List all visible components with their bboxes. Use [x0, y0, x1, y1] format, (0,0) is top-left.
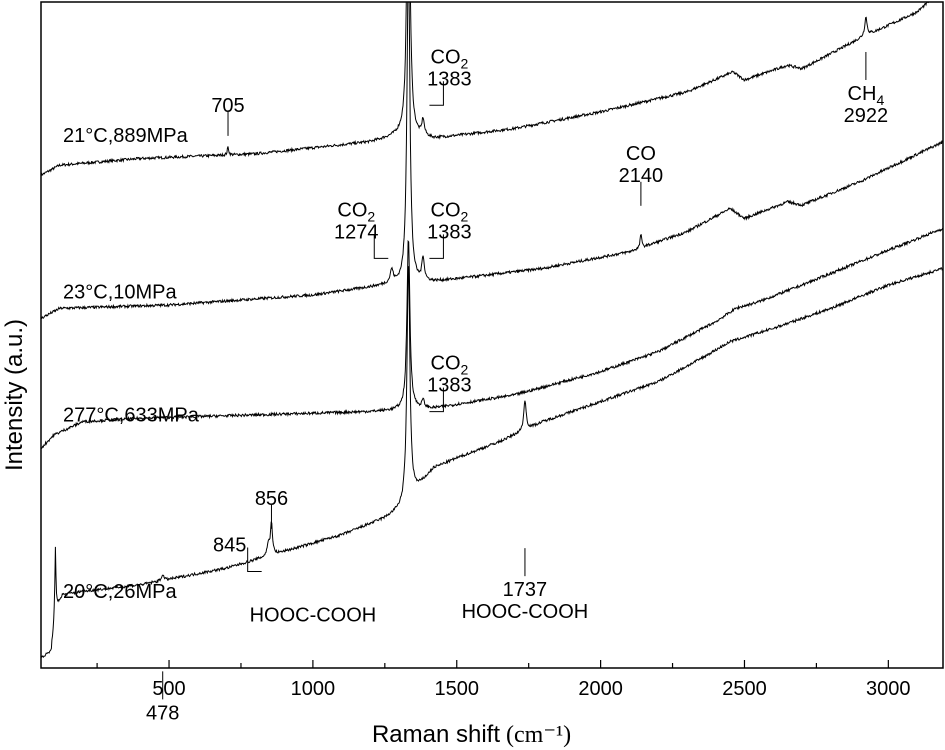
series-line-2	[41, 2, 943, 320]
ann-hooc-1-text-1: HOOC-COOH	[250, 604, 377, 626]
ann-845: 845	[213, 535, 262, 572]
series-label-4: 20°C,26MPa	[63, 581, 177, 603]
plot-frame	[40, 1, 944, 669]
series-line-3	[41, 227, 943, 450]
ann-ch4-2922-text-1: CH4	[848, 83, 885, 108]
x-tick-label-1000: 1000	[291, 678, 336, 700]
ann-705-text-1: 705	[211, 95, 244, 117]
ann-co2-1274-bracket	[373, 234, 389, 259]
ann-co2-1383-a-text-2: 1383	[427, 68, 472, 90]
ann-co2-1274-text-2: 1274	[334, 221, 379, 243]
x-axis-label: Raman shift	[372, 721, 500, 748]
ann-856-text-1: 856	[255, 488, 288, 510]
ann-1737-text-1: 1737	[503, 579, 548, 601]
ann-ch4-2922-text-2: 2922	[844, 105, 889, 127]
ann-1737-text-2: HOOC-COOH	[462, 601, 589, 623]
x-tick-label-500: 500	[152, 678, 185, 700]
ann-705: 705	[211, 95, 245, 136]
ann-845-text-1: 845	[213, 535, 246, 557]
ann-co2-1383-c-text-2: 1383	[427, 375, 472, 397]
series-label-3: 277°C,633MPa	[63, 405, 200, 427]
ann-856: 856	[255, 488, 288, 529]
ann-co2-1383-b-bracket	[429, 234, 444, 259]
ann-co-2140-text-2: 2140	[619, 165, 664, 187]
x-tick-label-1500: 1500	[435, 678, 480, 700]
axes-layer: 500 1000 1500 2000 2500 3000	[40, 1, 944, 700]
x-tick-label-2500: 2500	[722, 678, 767, 700]
x-axis-unit: (cm⁻¹)	[506, 722, 571, 748]
series-line-1	[41, 2, 931, 177]
ann-co2-1383-a-bracket	[429, 81, 444, 106]
ann-478: 478	[146, 671, 179, 724]
series-label-2: 23°C,10MPa	[63, 281, 177, 303]
ann-845-bracket	[247, 547, 262, 572]
x-tick-label-3000: 3000	[866, 678, 911, 700]
ann-hooc-1: HOOC-COOH	[250, 604, 377, 626]
series-label-1: 21°C,889MPa	[63, 125, 189, 147]
ann-co2-1383-c-bracket	[429, 387, 444, 413]
x-tick-label-2000: 2000	[578, 678, 623, 700]
series-line-4	[41, 265, 943, 659]
ann-co-2140-text-1: CO	[626, 143, 656, 165]
series-layer	[41, 2, 943, 659]
annotation-layer: 21°C,889MPa 23°C,10MPa 277°C,633MPa 20°C,26…	[63, 46, 888, 724]
ann-478-text-1: 478	[146, 702, 179, 724]
ann-co2-1383-b-text-2: 1383	[427, 221, 472, 243]
y-axis-label: Intensity (a.u.)	[1, 319, 28, 471]
